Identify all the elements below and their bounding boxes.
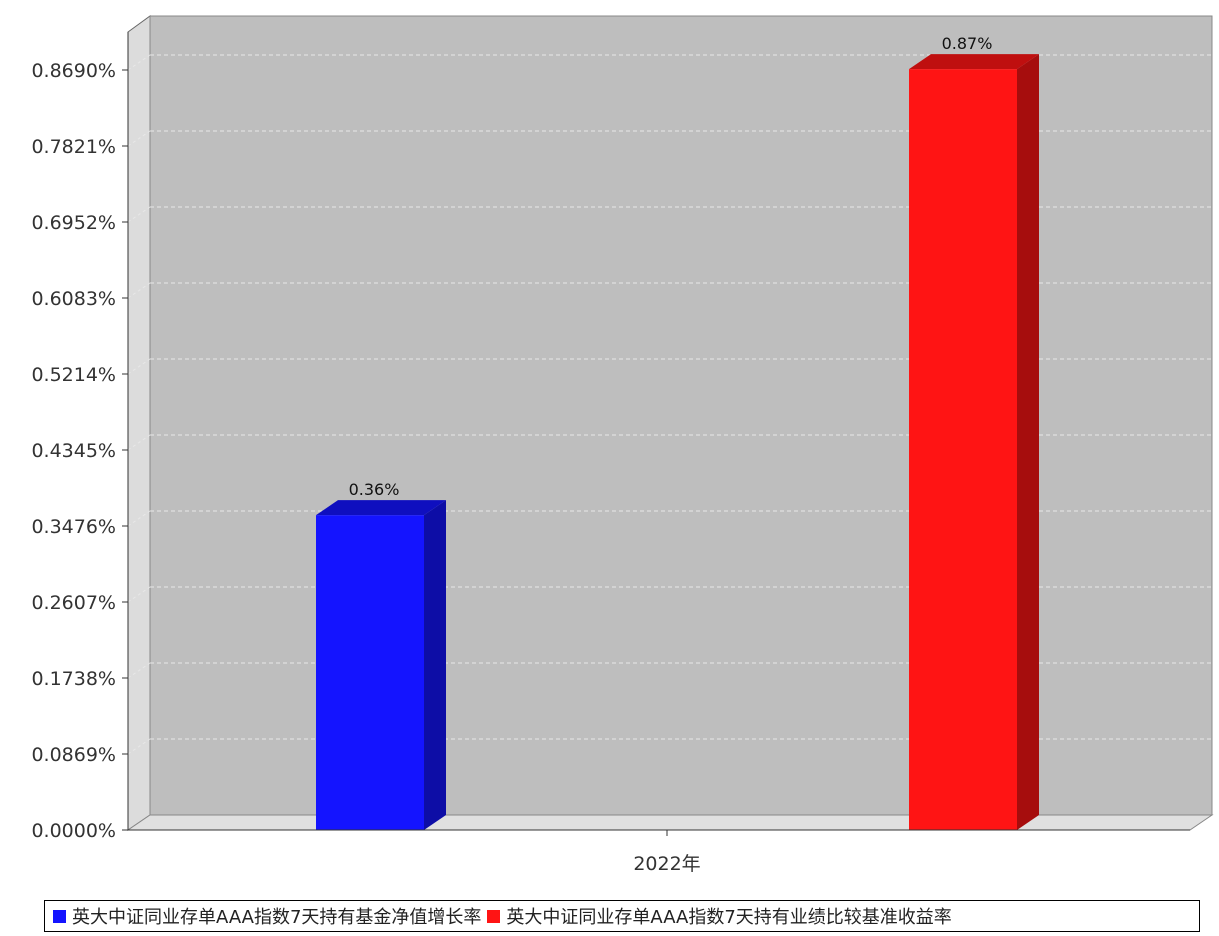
floor [126, 814, 1214, 831]
y-tick-label: 0.7821% [31, 136, 116, 158]
plot-background [149, 15, 1213, 816]
grid-line-wall [127, 130, 151, 147]
y-tick-label: 0.3476% [31, 516, 116, 538]
y-axis-ticks: 0.0000% 0.0869% 0.1738% 0.2607% 0.3476% 0.434… [31, 60, 128, 842]
grid-line-wall [127, 586, 151, 603]
y-tick-label: 0.4345% [31, 440, 116, 462]
y-tick-label: 0.8690% [31, 60, 116, 82]
bar-chart: 0.0000% 0.0869% 0.1738% 0.2607% 0.3476% 0.434… [31, 15, 1214, 875]
grid-line-wall [127, 510, 151, 527]
y-tick-label: 0.6083% [31, 288, 116, 310]
bar-front [909, 69, 1017, 831]
bar-side [424, 500, 446, 830]
legend-swatch-blue [53, 909, 66, 923]
bar-1: 0.87% [909, 34, 1039, 831]
grid-line-wall [127, 358, 151, 375]
bar-value-label: 0.87% [942, 34, 993, 53]
legend-item-benchmark: 英大中证同业存单AAA指数7天持有业绩比较基准收益率 [487, 903, 952, 929]
bar-value-label: 0.36% [349, 480, 400, 499]
y-tick-label: 0.0869% [31, 744, 116, 766]
grid-line-wall [127, 738, 151, 755]
y-tick-label: 0.2607% [31, 592, 116, 614]
legend-label-nav-growth: 英大中证同业存单AAA指数7天持有基金净值增长率 [72, 907, 482, 928]
x-category-label: 2022年 [633, 853, 700, 875]
bars: 0.36% 0.87% [316, 34, 1039, 831]
legend-item-nav-growth: 英大中证同业存单AAA指数7天持有基金净值增长率 [53, 903, 481, 929]
grid-line-wall [127, 206, 151, 223]
bar-side [1017, 54, 1039, 831]
grid-line-wall [127, 282, 151, 299]
y-tick-label: 0.5214% [31, 364, 116, 386]
grid-line-wall [127, 662, 151, 679]
y-tick-label: 0.0000% [31, 820, 116, 842]
bar-front [316, 515, 424, 830]
y-tick-label: 0.1738% [31, 668, 116, 690]
legend-label-benchmark: 英大中证同业存单AAA指数7天持有业绩比较基准收益率 [506, 907, 952, 928]
grid-line-wall [127, 434, 151, 451]
legend-swatch-red [487, 909, 501, 923]
y-tick-label: 0.6952% [31, 212, 116, 234]
legend: 英大中证同业存单AAA指数7天持有基金净值增长率 英大中证同业存单AAA指数7天… [44, 900, 1200, 932]
bar-top [909, 54, 1039, 70]
bar-top [316, 500, 446, 516]
bar-0: 0.36% [316, 480, 446, 830]
grid-line-wall [127, 54, 151, 71]
